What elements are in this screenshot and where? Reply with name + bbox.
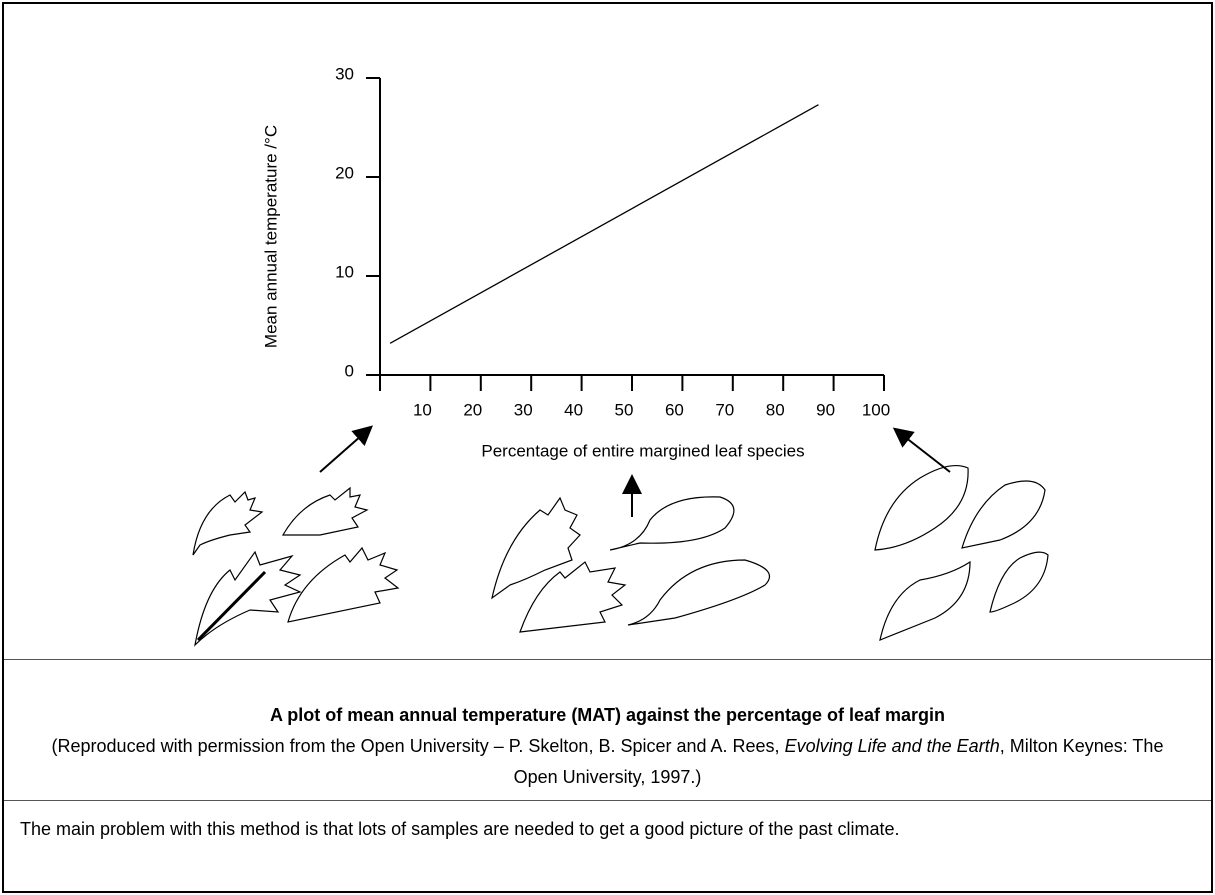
x-tick-label: 30 xyxy=(514,400,533,419)
y-axis-label: Mean annual temperature /°C xyxy=(261,125,280,348)
trend-line xyxy=(389,104,819,344)
divider xyxy=(4,659,1211,660)
x-tick-label: 40 xyxy=(564,400,583,419)
y-tick-label: 0 xyxy=(345,361,354,380)
credit: , Milton Keynes: The Open University, 19… xyxy=(513,736,1164,787)
x-tick-label: 90 xyxy=(816,400,835,419)
x-tick-label: 60 xyxy=(665,400,684,419)
credit-title: Evolving Life and the Earth xyxy=(784,736,1000,756)
y-tick-label: 10 xyxy=(335,262,354,281)
leaf-drawings xyxy=(192,465,1049,647)
chart: 0 10 20 30 10 20 30 40 50 60 70 80 90 100 Mean annual … xyxy=(192,64,1049,647)
body-text: The main problem with this method is tha… xyxy=(20,819,900,839)
x-tick-label: 100 xyxy=(862,400,890,419)
caption: A plot of mean annual temperature (MAT) … xyxy=(40,700,1175,793)
y-tick-label: 20 xyxy=(335,163,354,182)
arrows xyxy=(319,425,951,517)
divider xyxy=(4,800,1211,801)
x-tick-label: 70 xyxy=(715,400,734,419)
x-tick-label: 80 xyxy=(766,400,785,419)
x-tick-label: 10 xyxy=(413,400,432,419)
x-tick-label: 20 xyxy=(463,400,482,419)
y-tick-label: 30 xyxy=(335,64,354,83)
credit: (Reproduced with permission from the Ope… xyxy=(51,736,785,756)
x-axis-label: Percentage of entire margined leaf speci… xyxy=(481,441,804,460)
x-tick-label: 50 xyxy=(615,400,634,419)
caption-title: A plot of mean annual temperature (MAT) … xyxy=(269,705,946,725)
